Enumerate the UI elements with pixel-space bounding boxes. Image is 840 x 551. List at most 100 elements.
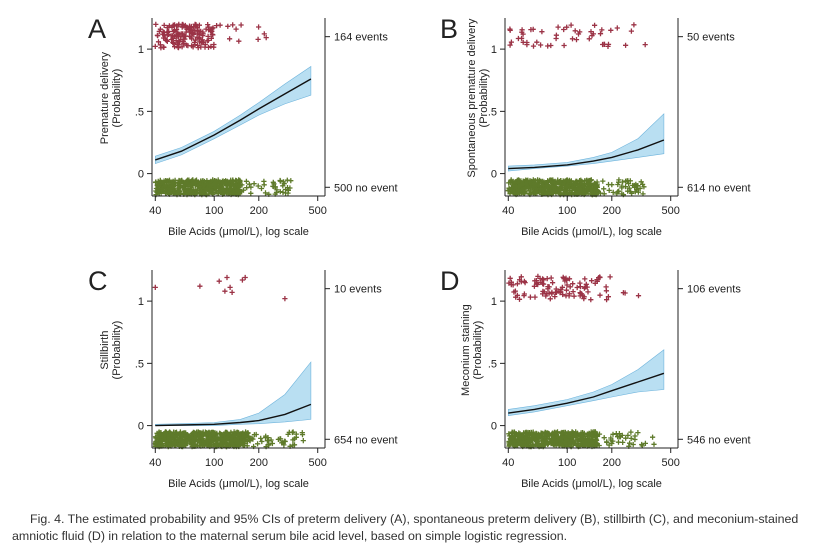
no-event-marker <box>558 178 564 184</box>
no-event-marker <box>550 188 556 194</box>
no-event-marker <box>243 437 249 443</box>
y-tick-label: .5 <box>135 358 144 370</box>
event-marker <box>233 26 239 32</box>
y-tick-label: 0 <box>491 421 497 433</box>
event-marker <box>572 28 578 34</box>
no-event-marker <box>609 440 615 447</box>
event-marker <box>574 284 580 291</box>
no-event-marker <box>236 190 242 196</box>
no-event-marker <box>626 185 632 191</box>
no-event-marker <box>274 187 280 193</box>
event-marker <box>597 274 603 280</box>
event-marker <box>537 275 543 282</box>
event-marker <box>553 35 559 42</box>
no-event-marker <box>290 437 296 443</box>
event-marker <box>518 274 524 280</box>
no-event-marker <box>171 439 177 445</box>
no-event-marker <box>197 185 203 191</box>
event-marker <box>229 289 235 295</box>
no-event-marker <box>616 188 622 194</box>
event-marker <box>152 284 158 290</box>
no-event-marker <box>538 181 545 187</box>
no-event-marker <box>547 189 553 195</box>
no-event-marker <box>535 438 541 444</box>
no-event-marker <box>592 186 598 192</box>
no-event-marker <box>628 429 634 435</box>
no-event-marker <box>518 435 524 441</box>
event-marker <box>540 291 546 297</box>
event-marker <box>170 35 176 41</box>
event-marker <box>530 26 536 32</box>
no-event-marker <box>568 190 574 196</box>
no-event-marker <box>572 431 578 438</box>
event-marker <box>154 32 160 38</box>
no-event-marker <box>506 180 512 186</box>
no-event-marker <box>284 177 290 183</box>
no-event-marker <box>568 180 574 187</box>
no-event-marker <box>538 185 544 192</box>
no-event-marker <box>262 435 269 441</box>
no-event-marker <box>594 441 600 447</box>
no-event-marker <box>600 178 606 184</box>
no-event-marker <box>506 186 512 192</box>
event-marker <box>255 36 261 42</box>
event-marker <box>603 288 609 294</box>
y-tick-label: 0 <box>138 421 144 433</box>
ci-band <box>155 361 312 426</box>
no-event-marker <box>592 180 598 186</box>
no-event-marker <box>630 441 636 448</box>
no-event-marker <box>573 435 579 441</box>
event-marker <box>170 28 176 35</box>
no-event-marker <box>559 443 565 449</box>
event-marker <box>588 29 594 35</box>
no-event-marker <box>236 430 242 436</box>
no-event-marker <box>210 437 216 443</box>
event-marker <box>516 296 523 302</box>
event-marker <box>547 296 553 302</box>
no-event-marker <box>196 432 202 439</box>
event-marker <box>608 27 614 33</box>
no-event-marker <box>530 432 536 438</box>
no-event-marker <box>160 188 167 194</box>
event-marker <box>577 284 583 290</box>
no-event-marker <box>204 430 211 436</box>
event-marker <box>561 26 567 33</box>
no-event-marker <box>166 177 173 183</box>
no-event-marker <box>601 186 607 192</box>
figure-caption: Fig. 4. The estimated probability and 95… <box>12 511 834 545</box>
y-tick-label: .5 <box>488 106 497 118</box>
event-marker <box>256 24 262 30</box>
no-event-marker <box>285 431 291 437</box>
no-event-marker <box>208 183 214 189</box>
no-event-marker <box>258 185 265 192</box>
no-event-marker <box>516 183 522 189</box>
no-event-marker <box>632 436 638 443</box>
event-marker <box>607 274 613 280</box>
event-marker <box>242 274 248 281</box>
no-event-marker <box>223 435 229 441</box>
no-event-marker <box>627 440 633 446</box>
no-event-marker <box>190 442 197 448</box>
no-event-marker <box>197 440 203 446</box>
no-event-marker <box>261 178 267 184</box>
right-label: 106 events <box>687 284 741 296</box>
no-event-marker <box>161 435 167 441</box>
panel-letter: B <box>440 14 458 44</box>
event-marker <box>532 294 538 300</box>
no-event-marker <box>230 185 237 191</box>
event-marker <box>261 31 267 37</box>
x-tick-label: 500 <box>662 457 680 469</box>
event-marker <box>155 39 162 45</box>
event-marker <box>178 31 184 37</box>
no-event-marker <box>601 435 607 441</box>
event-marker <box>561 276 567 282</box>
event-marker <box>203 26 209 32</box>
event-marker <box>592 280 598 286</box>
event-marker <box>567 284 573 290</box>
event-marker <box>585 289 591 295</box>
event-marker <box>176 21 182 27</box>
event-marker <box>157 42 163 48</box>
event-marker <box>557 290 563 296</box>
x-tick-label: 100 <box>558 205 576 217</box>
no-event-marker <box>635 430 641 436</box>
